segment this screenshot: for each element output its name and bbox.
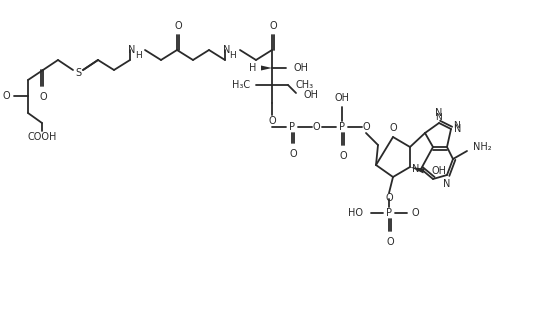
Text: N: N bbox=[223, 45, 231, 55]
Text: OH: OH bbox=[335, 93, 350, 103]
Text: O: O bbox=[289, 149, 297, 159]
Text: OH: OH bbox=[432, 166, 447, 176]
Text: P: P bbox=[386, 208, 392, 218]
Text: H₃C: H₃C bbox=[232, 80, 250, 90]
Text: S: S bbox=[75, 68, 81, 78]
Text: H: H bbox=[249, 63, 256, 73]
Polygon shape bbox=[261, 65, 272, 71]
Text: O: O bbox=[268, 116, 276, 126]
Text: O: O bbox=[312, 122, 320, 132]
Text: HO: HO bbox=[348, 208, 363, 218]
Text: O: O bbox=[386, 237, 394, 247]
Text: O: O bbox=[269, 21, 277, 31]
Text: O: O bbox=[385, 193, 393, 203]
Polygon shape bbox=[410, 167, 425, 173]
Text: O: O bbox=[339, 151, 347, 161]
Text: P: P bbox=[289, 122, 295, 132]
Text: O: O bbox=[2, 91, 10, 101]
Text: COOH: COOH bbox=[27, 132, 57, 142]
Text: N: N bbox=[436, 113, 442, 121]
Text: O: O bbox=[389, 123, 397, 133]
Text: O: O bbox=[411, 208, 418, 218]
Text: N: N bbox=[128, 45, 135, 55]
Text: N: N bbox=[435, 108, 443, 118]
Text: N: N bbox=[412, 164, 419, 174]
Text: H: H bbox=[135, 50, 142, 59]
Text: N: N bbox=[453, 120, 460, 129]
Text: OH: OH bbox=[294, 63, 309, 73]
Text: O: O bbox=[174, 21, 182, 31]
Text: H: H bbox=[230, 50, 236, 59]
Text: O: O bbox=[39, 92, 47, 102]
Text: N: N bbox=[443, 179, 451, 189]
Text: OH: OH bbox=[303, 90, 318, 100]
Text: P: P bbox=[339, 122, 345, 132]
Text: O: O bbox=[362, 122, 370, 132]
Text: N: N bbox=[454, 124, 461, 134]
Text: CH₃: CH₃ bbox=[296, 80, 314, 90]
Text: NH₂: NH₂ bbox=[473, 142, 492, 152]
